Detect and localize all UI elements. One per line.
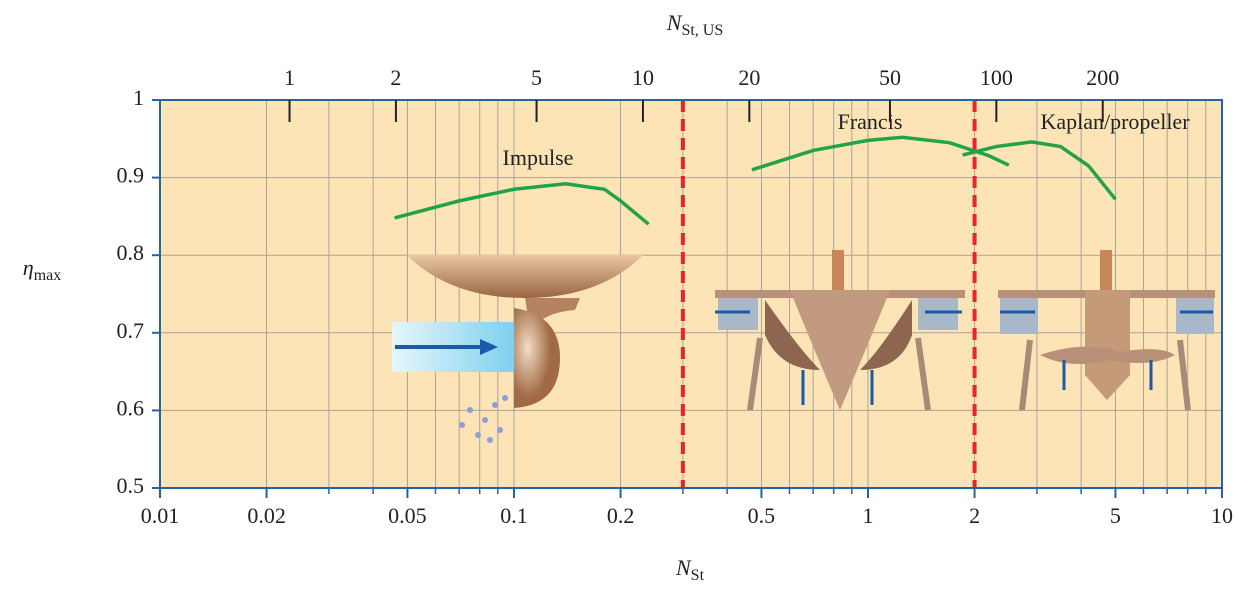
x2-tick-label: 2 xyxy=(390,65,401,90)
series-label: Kaplan/propeller xyxy=(1040,109,1190,134)
x2-tick-label: 10 xyxy=(632,65,654,90)
y-tick-label: 1 xyxy=(133,85,144,110)
subscript: max xyxy=(34,267,62,284)
subscript: St xyxy=(691,567,705,584)
x-tick-label: 0.01 xyxy=(141,503,180,528)
x-tick-label: 10 xyxy=(1211,503,1233,528)
x-tick-label: 0.1 xyxy=(500,503,528,528)
x-tick-label: 0.5 xyxy=(748,503,776,528)
subscript: St, US xyxy=(681,22,723,39)
y-axis-label: ηmax xyxy=(23,255,61,284)
y-tick-label: 0.5 xyxy=(117,473,145,498)
x-tick-label: 2 xyxy=(969,503,980,528)
y-tick-label: 0.8 xyxy=(117,240,145,265)
y-tick-label: 0.6 xyxy=(117,395,145,420)
chart: 0.5 0.6 0.7 0.8 0.9 1 0.01 0.02 0.05 0.1 0.2 0.5 1 2 5… xyxy=(0,0,1250,591)
series-label: Impulse xyxy=(503,145,574,170)
x-tick-label: 0.2 xyxy=(607,503,635,528)
x-tick-label: 1 xyxy=(863,503,874,528)
x-tick-label: 5 xyxy=(1110,503,1121,528)
x-tick-label: 0.05 xyxy=(388,503,427,528)
x2-tick-label: 100 xyxy=(980,65,1013,90)
series-label: Francis xyxy=(838,109,903,134)
x2-tick-label: 20 xyxy=(738,65,760,90)
x-axis-label: NSt xyxy=(675,555,705,584)
symbol: η xyxy=(23,255,34,280)
x2-tick-label: 5 xyxy=(531,65,542,90)
x2-tick-label: 200 xyxy=(1086,65,1119,90)
y-tick-label: 0.9 xyxy=(117,163,145,188)
x2-axis-label: NSt, US xyxy=(666,10,723,39)
y-tick-label: 0.7 xyxy=(117,318,145,343)
symbol: N xyxy=(675,555,692,580)
x-tick-label: 0.02 xyxy=(247,503,286,528)
symbol: N xyxy=(666,10,683,35)
x2-tick-label: 1 xyxy=(284,65,295,90)
x2-tick-label: 50 xyxy=(879,65,901,90)
